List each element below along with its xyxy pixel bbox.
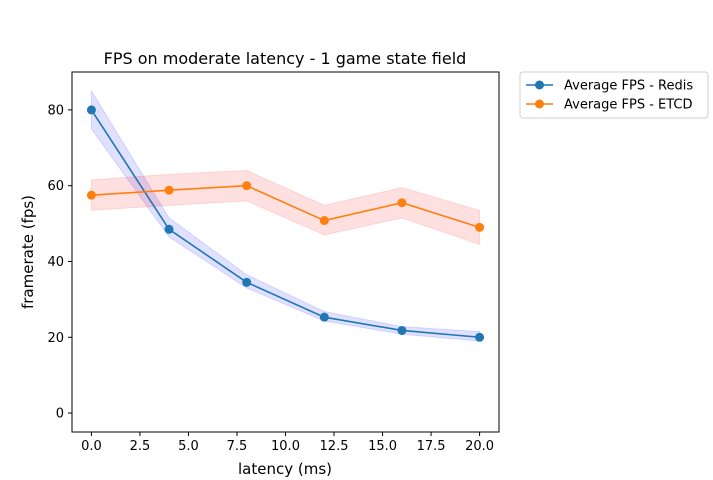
- legend-marker-average-fps-etcd: [535, 99, 544, 109]
- data-point-average-fps-redis: [242, 277, 252, 287]
- data-point-average-fps-etcd: [397, 198, 407, 208]
- x-axis-ticks: 0.0 2.5 5.0 7.5 10.0 12.5 15.0 17.5 20.0: [81, 432, 494, 454]
- series-line-average-fps-redis: [90, 109, 480, 339]
- legend-label-average-fps-redis: Average FPS - Redis: [564, 79, 693, 94]
- legend-frame: [519, 71, 709, 119]
- data-point-average-fps-etcd: [86, 190, 96, 200]
- data-point-average-fps-redis: [86, 105, 96, 115]
- x-tick-label: 17.5: [417, 439, 446, 454]
- legend-entries: Average FPS - Redis Average FPS - ETCD: [526, 79, 693, 113]
- data-point-average-fps-etcd: [475, 222, 485, 232]
- x-tick-label: 5.0: [178, 439, 199, 454]
- x-tick-label: 10.0: [271, 439, 300, 454]
- x-tick-label: 2.5: [130, 439, 151, 454]
- data-point-average-fps-redis: [164, 224, 174, 234]
- data-point-average-fps-etcd: [319, 216, 329, 226]
- y-tick-label: 40: [47, 255, 64, 270]
- legend-marker-average-fps-redis: [535, 80, 544, 90]
- series-lines: [90, 109, 480, 339]
- legend: Average FPS - Redis Average FPS - ETCD: [519, 71, 709, 119]
- y-tick-label: 60: [47, 179, 64, 194]
- data-point-average-fps-etcd: [242, 181, 252, 191]
- x-tick-label: 0.0: [81, 439, 102, 454]
- x-tick-label: 15.0: [368, 439, 397, 454]
- series-points: [86, 105, 485, 342]
- y-tick-label: 0: [56, 407, 64, 422]
- y-tick-label: 80: [47, 103, 64, 118]
- y-tick-label: 20: [47, 331, 64, 346]
- chart-title: FPS on moderate latency - 1 game state f…: [104, 49, 467, 68]
- legend-label-average-fps-etcd: Average FPS - ETCD: [564, 98, 693, 113]
- x-tick-label: 12.5: [320, 439, 349, 454]
- data-point-average-fps-redis: [319, 312, 329, 322]
- x-tick-label: 20.0: [465, 439, 494, 454]
- x-tick-label: 7.5: [227, 439, 248, 454]
- data-point-average-fps-redis: [475, 332, 485, 342]
- series-line-average-fps-etcd: [91, 184, 480, 229]
- y-axis-ticks: 0 20 40 60 80: [47, 103, 72, 422]
- data-point-average-fps-redis: [397, 325, 407, 335]
- data-point-average-fps-etcd: [164, 185, 174, 195]
- y-axis-title: framerate (fps): [19, 195, 37, 309]
- x-axis-title: latency (ms): [238, 460, 332, 478]
